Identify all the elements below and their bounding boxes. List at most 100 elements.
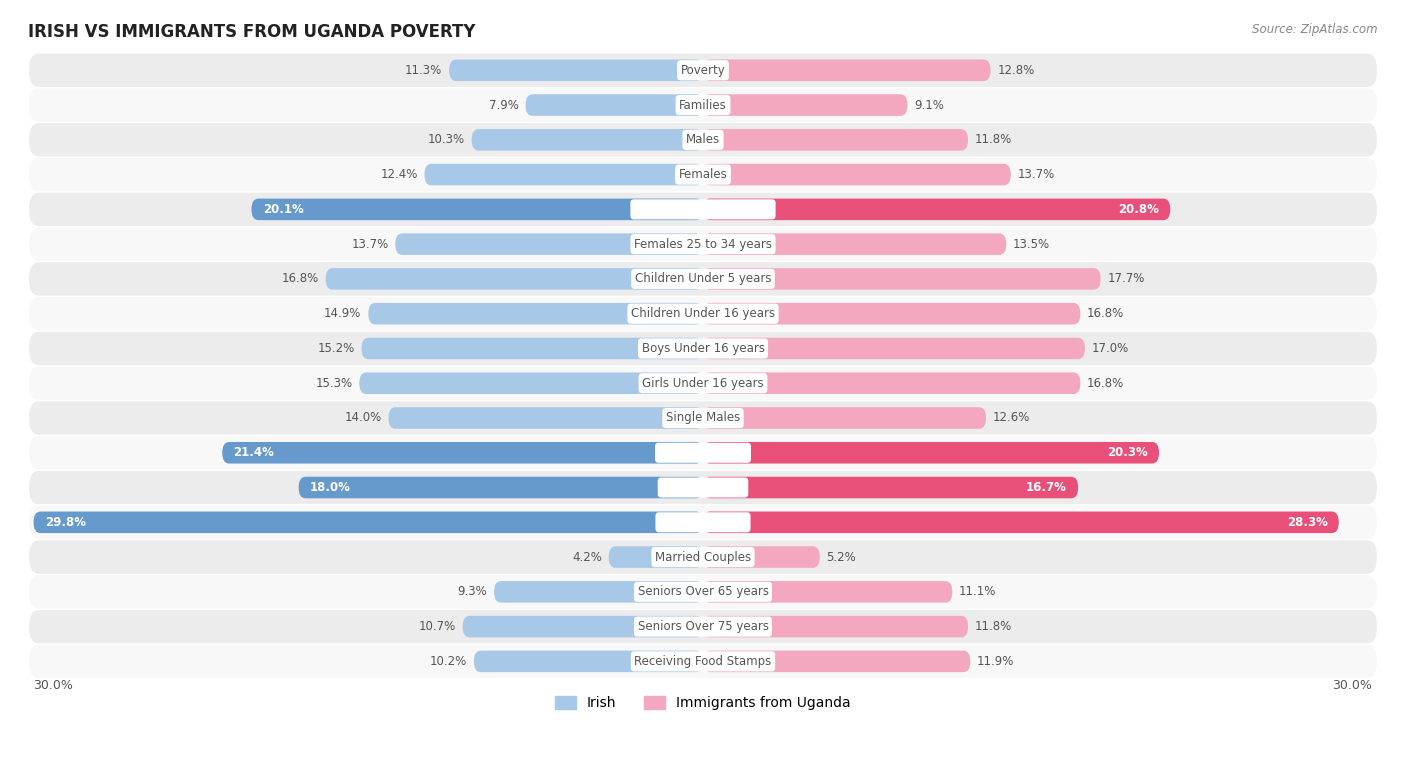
Text: 13.7%: 13.7% bbox=[1018, 168, 1054, 181]
FancyBboxPatch shape bbox=[395, 233, 703, 255]
Text: Boys Under 16 years: Boys Under 16 years bbox=[641, 342, 765, 355]
Text: 5.2%: 5.2% bbox=[827, 550, 856, 563]
FancyBboxPatch shape bbox=[30, 610, 1376, 644]
Text: Seniors Over 65 years: Seniors Over 65 years bbox=[637, 585, 769, 598]
Text: 14.0%: 14.0% bbox=[344, 412, 382, 424]
Text: Source: ZipAtlas.com: Source: ZipAtlas.com bbox=[1253, 23, 1378, 36]
Text: 29.8%: 29.8% bbox=[45, 515, 86, 529]
Text: Poverty: Poverty bbox=[681, 64, 725, 77]
FancyBboxPatch shape bbox=[30, 471, 1376, 504]
Text: 11.8%: 11.8% bbox=[974, 620, 1012, 633]
FancyBboxPatch shape bbox=[703, 547, 820, 568]
FancyBboxPatch shape bbox=[703, 442, 1159, 464]
FancyBboxPatch shape bbox=[30, 645, 1376, 678]
Text: 9.1%: 9.1% bbox=[914, 99, 943, 111]
FancyBboxPatch shape bbox=[703, 303, 1080, 324]
Text: Females 18 to 24 years: Females 18 to 24 years bbox=[634, 203, 772, 216]
FancyBboxPatch shape bbox=[703, 512, 1339, 533]
Text: Children Under 16 years: Children Under 16 years bbox=[631, 307, 775, 320]
Text: Single Fathers: Single Fathers bbox=[661, 481, 745, 494]
Text: 12.8%: 12.8% bbox=[997, 64, 1035, 77]
Text: 18.0%: 18.0% bbox=[309, 481, 350, 494]
FancyBboxPatch shape bbox=[30, 297, 1376, 330]
Text: Single Females: Single Females bbox=[658, 446, 748, 459]
Text: 30.0%: 30.0% bbox=[1333, 679, 1372, 693]
Text: 21.4%: 21.4% bbox=[233, 446, 274, 459]
FancyBboxPatch shape bbox=[34, 512, 703, 533]
Text: 16.8%: 16.8% bbox=[1087, 377, 1125, 390]
Text: 16.7%: 16.7% bbox=[1026, 481, 1067, 494]
Text: Seniors Over 75 years: Seniors Over 75 years bbox=[637, 620, 769, 633]
Text: 17.0%: 17.0% bbox=[1091, 342, 1129, 355]
FancyBboxPatch shape bbox=[360, 372, 703, 394]
FancyBboxPatch shape bbox=[30, 367, 1376, 400]
FancyBboxPatch shape bbox=[703, 650, 970, 672]
FancyBboxPatch shape bbox=[449, 60, 703, 81]
Text: Females 25 to 34 years: Females 25 to 34 years bbox=[634, 238, 772, 251]
FancyBboxPatch shape bbox=[30, 123, 1376, 156]
FancyBboxPatch shape bbox=[30, 89, 1376, 122]
Text: 11.3%: 11.3% bbox=[405, 64, 443, 77]
Text: 15.2%: 15.2% bbox=[318, 342, 354, 355]
Legend: Irish, Immigrants from Uganda: Irish, Immigrants from Uganda bbox=[550, 691, 856, 716]
FancyBboxPatch shape bbox=[703, 94, 907, 116]
Text: 9.3%: 9.3% bbox=[457, 585, 488, 598]
Text: 20.3%: 20.3% bbox=[1107, 446, 1147, 459]
FancyBboxPatch shape bbox=[361, 337, 703, 359]
Text: 17.7%: 17.7% bbox=[1108, 272, 1144, 286]
FancyBboxPatch shape bbox=[703, 581, 952, 603]
Text: Females: Females bbox=[679, 168, 727, 181]
Text: Males: Males bbox=[686, 133, 720, 146]
Text: 13.7%: 13.7% bbox=[352, 238, 388, 251]
FancyBboxPatch shape bbox=[30, 227, 1376, 261]
FancyBboxPatch shape bbox=[252, 199, 703, 220]
Text: 11.9%: 11.9% bbox=[977, 655, 1015, 668]
FancyBboxPatch shape bbox=[494, 581, 703, 603]
FancyBboxPatch shape bbox=[30, 575, 1376, 609]
Text: 16.8%: 16.8% bbox=[1087, 307, 1125, 320]
FancyBboxPatch shape bbox=[388, 407, 703, 429]
FancyBboxPatch shape bbox=[30, 54, 1376, 87]
FancyBboxPatch shape bbox=[703, 407, 986, 429]
Text: IRISH VS IMMIGRANTS FROM UGANDA POVERTY: IRISH VS IMMIGRANTS FROM UGANDA POVERTY bbox=[28, 23, 475, 41]
Text: 14.9%: 14.9% bbox=[325, 307, 361, 320]
FancyBboxPatch shape bbox=[703, 60, 991, 81]
FancyBboxPatch shape bbox=[368, 303, 703, 324]
FancyBboxPatch shape bbox=[703, 199, 1170, 220]
Text: 7.9%: 7.9% bbox=[489, 99, 519, 111]
FancyBboxPatch shape bbox=[326, 268, 703, 290]
FancyBboxPatch shape bbox=[463, 615, 703, 637]
Text: 28.3%: 28.3% bbox=[1286, 515, 1327, 529]
FancyBboxPatch shape bbox=[30, 332, 1376, 365]
Text: 20.8%: 20.8% bbox=[1118, 203, 1159, 216]
Text: 12.4%: 12.4% bbox=[381, 168, 418, 181]
FancyBboxPatch shape bbox=[30, 540, 1376, 574]
Text: Married Couples: Married Couples bbox=[655, 550, 751, 563]
Text: Single Mothers: Single Mothers bbox=[659, 515, 747, 529]
Text: 15.3%: 15.3% bbox=[315, 377, 353, 390]
Text: 10.2%: 10.2% bbox=[430, 655, 467, 668]
Text: 13.5%: 13.5% bbox=[1012, 238, 1050, 251]
Text: Families: Families bbox=[679, 99, 727, 111]
FancyBboxPatch shape bbox=[30, 193, 1376, 226]
Text: Girls Under 16 years: Girls Under 16 years bbox=[643, 377, 763, 390]
FancyBboxPatch shape bbox=[30, 262, 1376, 296]
FancyBboxPatch shape bbox=[298, 477, 703, 498]
FancyBboxPatch shape bbox=[425, 164, 703, 186]
FancyBboxPatch shape bbox=[526, 94, 703, 116]
Text: 10.3%: 10.3% bbox=[427, 133, 465, 146]
Text: Single Males: Single Males bbox=[666, 412, 740, 424]
Text: 12.6%: 12.6% bbox=[993, 412, 1031, 424]
FancyBboxPatch shape bbox=[474, 650, 703, 672]
FancyBboxPatch shape bbox=[222, 442, 703, 464]
Text: 16.8%: 16.8% bbox=[281, 272, 319, 286]
FancyBboxPatch shape bbox=[703, 615, 969, 637]
FancyBboxPatch shape bbox=[703, 233, 1007, 255]
FancyBboxPatch shape bbox=[703, 164, 1011, 186]
FancyBboxPatch shape bbox=[30, 401, 1376, 434]
FancyBboxPatch shape bbox=[609, 547, 703, 568]
Text: 30.0%: 30.0% bbox=[34, 679, 73, 693]
FancyBboxPatch shape bbox=[703, 129, 969, 151]
FancyBboxPatch shape bbox=[703, 372, 1080, 394]
Text: 11.8%: 11.8% bbox=[974, 133, 1012, 146]
